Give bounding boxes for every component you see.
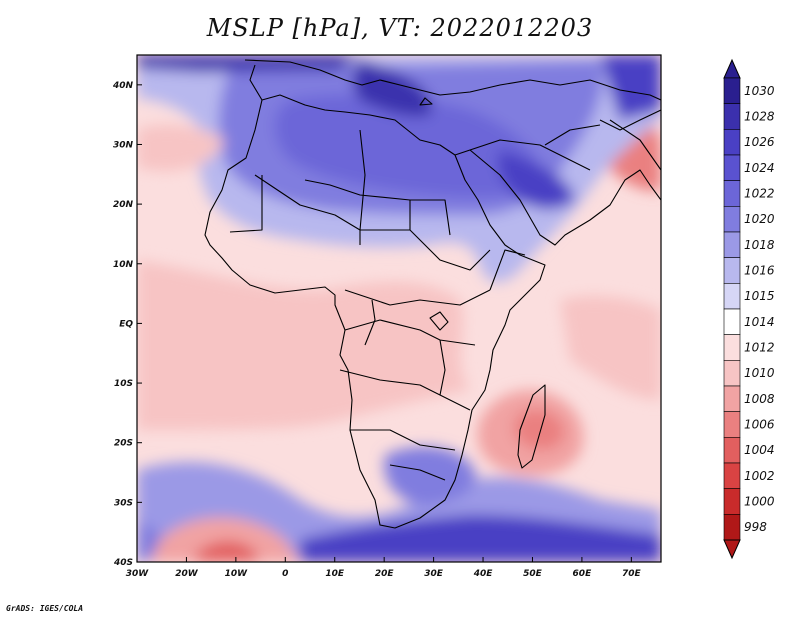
colorbar-swatch [723, 180, 741, 207]
colorbar-swatch [723, 514, 741, 541]
plot-frame [136, 54, 662, 563]
colorbar-swatch [723, 334, 741, 361]
latitude-axis: 40N 30N 20N 10N EQ 10S 20S 30S 40S [112, 81, 142, 568]
colorbar-label: 1008 [744, 392, 775, 406]
pressure-field [137, 55, 661, 562]
colorbar-swatch [723, 283, 741, 310]
colorbar-swatch [723, 231, 741, 258]
lon-tick-label: 10W [225, 569, 249, 579]
lat-tick-label: 40S [113, 558, 133, 568]
map-title: MSLP [hPa], VT: 2022012203 [206, 14, 594, 42]
colorbar-swatch [723, 488, 741, 515]
colorbar-label: 1030 [744, 84, 775, 98]
lat-tick-label: 10N [113, 260, 134, 270]
lat-tick-label: 10S [114, 379, 133, 389]
lon-tick-label: 20W [175, 569, 199, 579]
colorbar-swatch [723, 385, 741, 412]
lat-tick-label: 20S [114, 439, 133, 449]
colorbar-label: 1028 [744, 110, 775, 124]
colorbar-swatch [723, 77, 741, 104]
lat-tick-label: 30N [113, 140, 134, 150]
lon-tick-label: 40E [473, 569, 494, 579]
colorbar-label: 1004 [744, 443, 775, 457]
colorbar-label: 998 [744, 520, 767, 534]
lat-tick-label: EQ [119, 319, 133, 329]
lat-tick-label: 20N [113, 200, 134, 210]
lon-tick-label: 30W [126, 569, 150, 579]
colorbar-label: 1006 [744, 418, 775, 432]
lat-tick-label: 40N [112, 81, 134, 91]
colorbar-label: 1014 [744, 315, 775, 329]
lat-tick-label: 30S [114, 498, 133, 508]
lon-tick-label: 60E [573, 569, 593, 579]
colorbar-swatch [723, 257, 741, 284]
credit-text: GrADS: IGES/COLA [6, 604, 84, 613]
colorbar-swatch [723, 129, 741, 156]
colorbar-label: 1016 [744, 264, 775, 278]
colorbar-swatch [723, 103, 741, 130]
lon-tick-label: 50E [523, 569, 543, 579]
lon-tick-label: 10E [325, 569, 345, 579]
colorbar-label: 1012 [744, 341, 775, 355]
colorbar-label: 1015 [744, 289, 775, 303]
colorbar-swatch [723, 308, 741, 335]
lon-tick-label: 30E [424, 569, 444, 579]
colorbar-swatch [723, 462, 741, 489]
colorbar-label: 1018 [744, 238, 775, 252]
colorbar-top-arrow [723, 58, 741, 79]
lon-tick-label: 20E [375, 569, 395, 579]
colorbar-label: 1020 [744, 212, 775, 226]
colorbar-swatch [723, 437, 741, 464]
lon-tick-label: 0 [282, 569, 288, 579]
colorbar: 1030 1028 1026 1024 1022 1020 1018 1016 1015 1014… [723, 58, 775, 560]
colorbar-swatch [723, 360, 741, 387]
colorbar-label: 1026 [744, 135, 775, 149]
longitude-axis: 30W 20W 10W 0 10E 20E 30E 40E 50E 60E 70E [126, 557, 642, 579]
colorbar-label: 1002 [744, 469, 775, 483]
colorbar-label: 1010 [744, 366, 775, 380]
colorbar-label: 1024 [744, 161, 775, 175]
colorbar-label: 1000 [744, 495, 775, 509]
colorbar-swatch [723, 411, 741, 438]
colorbar-swatch [723, 154, 741, 181]
lon-tick-label: 70E [622, 569, 642, 579]
colorbar-swatch [723, 206, 741, 233]
colorbar-label: 1022 [744, 187, 775, 201]
coastlines-borders [204, 59, 661, 529]
colorbar-bottom-arrow [723, 539, 741, 560]
